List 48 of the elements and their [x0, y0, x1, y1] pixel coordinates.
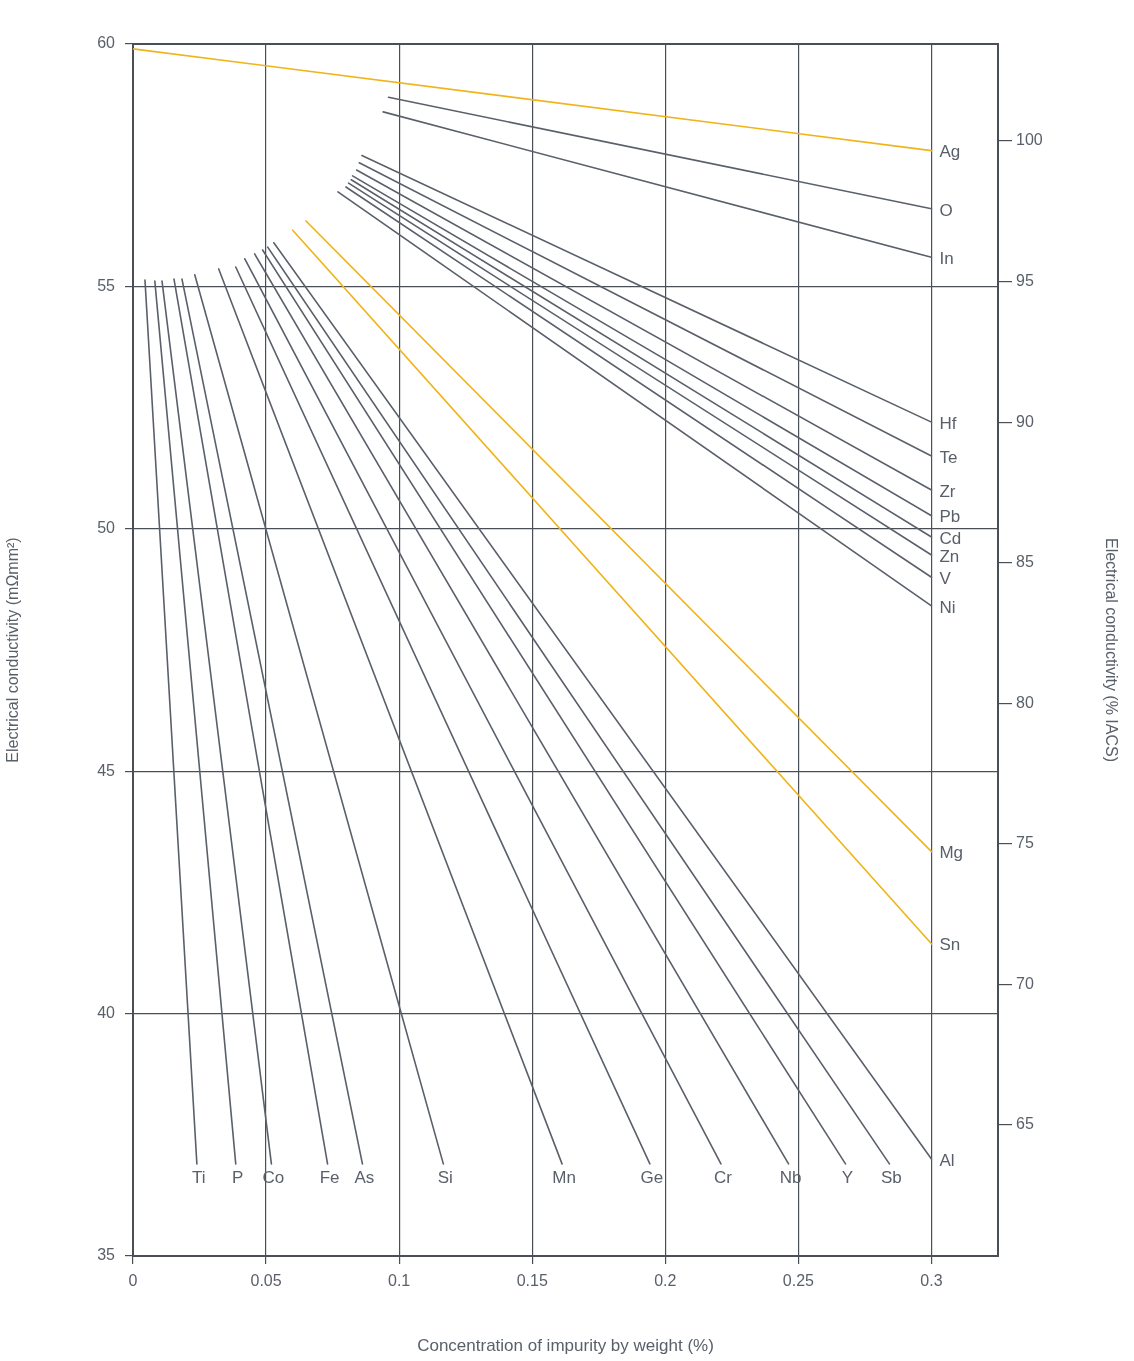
y-tick-label: 55	[97, 276, 116, 294]
series-label: Al	[939, 1150, 955, 1170]
y2-tick-label: 85	[1016, 553, 1034, 571]
series-label: In	[939, 249, 954, 268]
y2-tick-label: 65	[1016, 1115, 1034, 1133]
y2-tick-label: 95	[1016, 271, 1034, 289]
series-label: Cr	[713, 1167, 733, 1187]
series-label: Mn	[552, 1167, 576, 1187]
series-label: Zr	[939, 481, 956, 501]
y2-tick-label: 100	[1016, 131, 1043, 149]
y2-axis-title: Electrical conductivity (% IACS)	[1102, 537, 1120, 763]
y2-tick-label: 90	[1016, 412, 1034, 430]
x-tick-label: 0	[128, 1272, 138, 1290]
y2-tick-label: 70	[1016, 974, 1034, 992]
series-label: Ni	[939, 597, 956, 617]
series-label: Fe	[319, 1167, 340, 1187]
y-tick-label: 35	[97, 1246, 116, 1264]
series-label: Si	[437, 1167, 453, 1187]
y2-tick-label: 80	[1016, 693, 1034, 711]
series-label: As	[354, 1167, 375, 1187]
series-label: Sb	[881, 1167, 902, 1187]
series-label: Ag	[939, 142, 961, 162]
y-tick-label: 40	[97, 1004, 116, 1022]
x-tick-label: 0.2	[654, 1272, 677, 1290]
series-label: O	[939, 200, 953, 220]
series-label: Ti	[192, 1167, 206, 1187]
y2-tick-label: 75	[1016, 834, 1034, 852]
x-tick-label: 0.05	[250, 1272, 282, 1290]
y-tick-label: 45	[97, 761, 116, 779]
series-label: Cd	[939, 528, 962, 548]
series-label: Y	[841, 1167, 854, 1187]
x-tick-label: 0.25	[782, 1272, 815, 1290]
series-label: Sn	[939, 935, 961, 955]
y-tick-label: 50	[97, 519, 116, 537]
x-tick-label: 0.15	[516, 1272, 548, 1290]
series-label: Mg	[939, 843, 964, 863]
y-tick-label: 60	[97, 34, 116, 52]
y-axis-title: Electrical conductivity (mΩmm²)	[4, 537, 22, 763]
series-label: V	[939, 568, 952, 588]
series-label: P	[232, 1167, 244, 1187]
series-label: Zn	[939, 546, 960, 566]
series-label: Hf	[939, 413, 957, 433]
x-tick-label: 0.1	[388, 1272, 411, 1290]
series-label: Ge	[640, 1167, 664, 1187]
series-label: Pb	[939, 507, 961, 527]
x-tick-label: 0.3	[920, 1272, 943, 1290]
series-label: Te	[939, 447, 958, 467]
x-axis-title: Concentration of impurity by weight (%)	[417, 1336, 714, 1356]
